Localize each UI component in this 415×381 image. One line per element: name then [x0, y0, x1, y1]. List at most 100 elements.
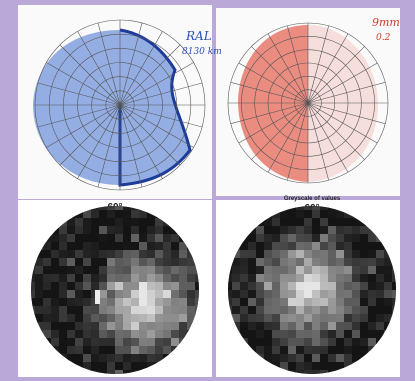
- grey-cell: [288, 266, 296, 274]
- grey-cell: [83, 218, 91, 226]
- grey-cell: [288, 354, 296, 362]
- grey-cell: [264, 330, 272, 338]
- grey-cell: [320, 266, 328, 274]
- grey-cell: [91, 354, 99, 362]
- grey-cell: [248, 282, 256, 290]
- grey-cell: [328, 306, 336, 314]
- grey-cell: [232, 290, 240, 298]
- grey-cell: [288, 330, 296, 338]
- grey-cell: [360, 242, 368, 250]
- grey-cell: [115, 298, 123, 306]
- grey-cell: [75, 218, 83, 226]
- grey-cell: [256, 250, 264, 258]
- grey-cell: [51, 306, 59, 314]
- grey-cell: [240, 274, 248, 282]
- grey-cell: [43, 266, 51, 274]
- grey-cell: [304, 242, 312, 250]
- grey-cell: [376, 298, 384, 306]
- grey-cell: [67, 226, 75, 234]
- grey-cell: [376, 274, 384, 282]
- grey-cell: [107, 282, 115, 290]
- grey-cell: [296, 218, 304, 226]
- grey-cell: [107, 250, 115, 258]
- grey-cell: [248, 258, 256, 266]
- grey-cell: [376, 266, 384, 274]
- grey-cell: [139, 226, 147, 234]
- grey-cell: [59, 322, 67, 330]
- grey-cell: [312, 226, 320, 234]
- grey-cell: [264, 250, 272, 258]
- grey-cell: [123, 218, 131, 226]
- grey-cell: [115, 274, 123, 282]
- grey-cell: [264, 266, 272, 274]
- grey-cell: [99, 218, 107, 226]
- grey-cell: [115, 266, 123, 274]
- grey-cell: [296, 362, 304, 370]
- grey-cell: [107, 330, 115, 338]
- grey-cell: [352, 274, 360, 282]
- polar-grid: [228, 23, 388, 183]
- grey-cell: [384, 290, 392, 298]
- grey-cell: [288, 274, 296, 282]
- grey-cell: [147, 266, 155, 274]
- grey-cell: [312, 362, 320, 370]
- grey-cell: [51, 338, 59, 346]
- grey-cell: [51, 258, 59, 266]
- grey-cell: [139, 306, 147, 314]
- grey-cell: [139, 250, 147, 258]
- grey-cell: [376, 282, 384, 290]
- grey-cell: [107, 226, 115, 234]
- grey-cell: [163, 338, 171, 346]
- grey-cell: [280, 306, 288, 314]
- grey-cell: [123, 250, 131, 258]
- grey-cell: [344, 218, 352, 226]
- grey-cell: [352, 314, 360, 322]
- grey-cell: [352, 242, 360, 250]
- grey-cell: [328, 258, 336, 266]
- grey-cell: [171, 306, 179, 314]
- grey-cell: [107, 274, 115, 282]
- grey-cell: [336, 258, 344, 266]
- grey-cell: [99, 234, 107, 242]
- grey-cell: [163, 330, 171, 338]
- grey-cell: [179, 314, 187, 322]
- grey-cell: [264, 258, 272, 266]
- grey-cell: [272, 314, 280, 322]
- grey-cell: [272, 306, 280, 314]
- grey-cell: [280, 234, 288, 242]
- grey-cell: [51, 282, 59, 290]
- grey-cell: [171, 250, 179, 258]
- grey-cell: [35, 266, 43, 274]
- grey-cell: [376, 258, 384, 266]
- grey-cell: [312, 258, 320, 266]
- grey-cell: [376, 314, 384, 322]
- grey-cell: [107, 290, 115, 298]
- grey-cell: [312, 298, 320, 306]
- grey-cell: [171, 314, 179, 322]
- grey-cell: [75, 322, 83, 330]
- grey-cell: [240, 266, 248, 274]
- grey-cell: [344, 274, 352, 282]
- grey-cell: [264, 274, 272, 282]
- grey-cell: [171, 290, 179, 298]
- grey-cell: [248, 242, 256, 250]
- grey-cell: [296, 282, 304, 290]
- grey-cell: [131, 250, 139, 258]
- grey-cell: [139, 234, 147, 242]
- grey-cell: [99, 226, 107, 234]
- grey-cell: [368, 258, 376, 266]
- grey-cell: [248, 330, 256, 338]
- grey-cell: [147, 298, 155, 306]
- grey-cell: [272, 258, 280, 266]
- grey-cell: [75, 266, 83, 274]
- grey-cell: [83, 338, 91, 346]
- grey-cell: [360, 274, 368, 282]
- grey-cell: [352, 282, 360, 290]
- grey-cell: [139, 218, 147, 226]
- grey-cell: [123, 306, 131, 314]
- grey-cell: [272, 266, 280, 274]
- grey-cell: [240, 282, 248, 290]
- grey-cell: [43, 258, 51, 266]
- polar-grid: [35, 20, 205, 190]
- grey-cell: [344, 330, 352, 338]
